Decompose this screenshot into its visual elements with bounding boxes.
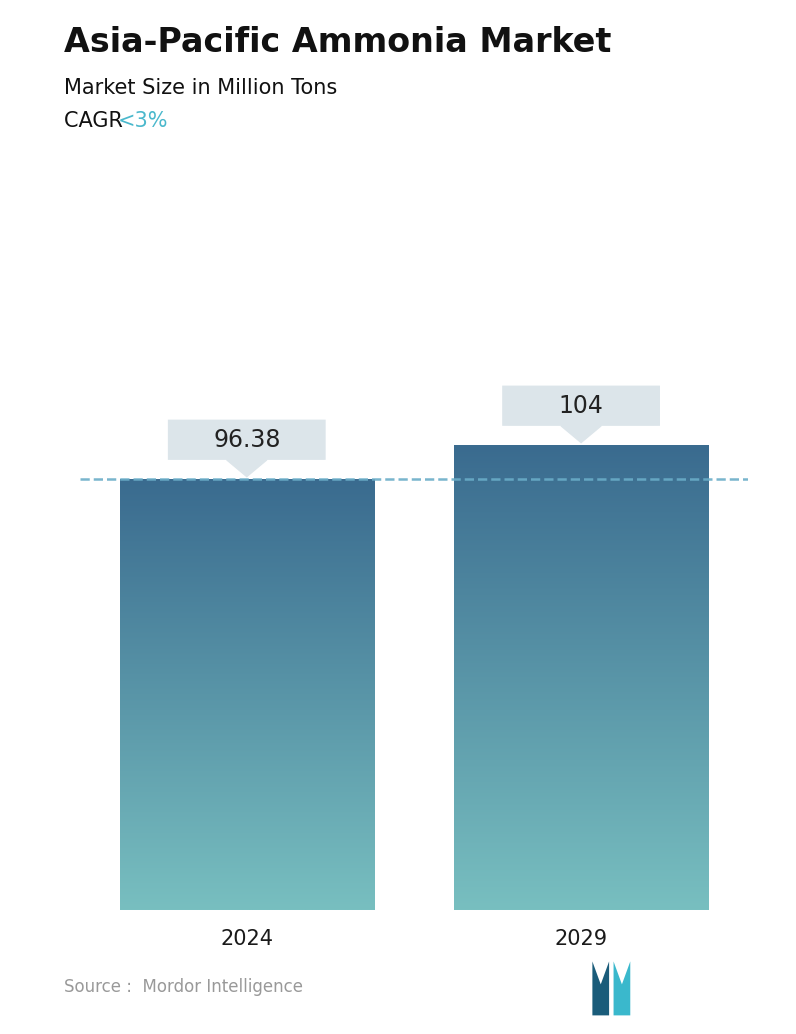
Text: CAGR: CAGR <box>64 111 129 130</box>
Text: Source :  Mordor Intelligence: Source : Mordor Intelligence <box>64 978 302 997</box>
Polygon shape <box>561 426 601 443</box>
FancyBboxPatch shape <box>502 386 660 426</box>
Text: 104: 104 <box>559 394 603 418</box>
Text: Market Size in Million Tons: Market Size in Million Tons <box>64 78 337 97</box>
Text: Asia-Pacific Ammonia Market: Asia-Pacific Ammonia Market <box>64 26 611 59</box>
Polygon shape <box>614 962 630 1015</box>
FancyBboxPatch shape <box>168 420 326 460</box>
Text: <3%: <3% <box>118 111 168 130</box>
Polygon shape <box>592 962 609 1015</box>
Polygon shape <box>227 460 267 477</box>
Text: 96.38: 96.38 <box>213 428 280 452</box>
